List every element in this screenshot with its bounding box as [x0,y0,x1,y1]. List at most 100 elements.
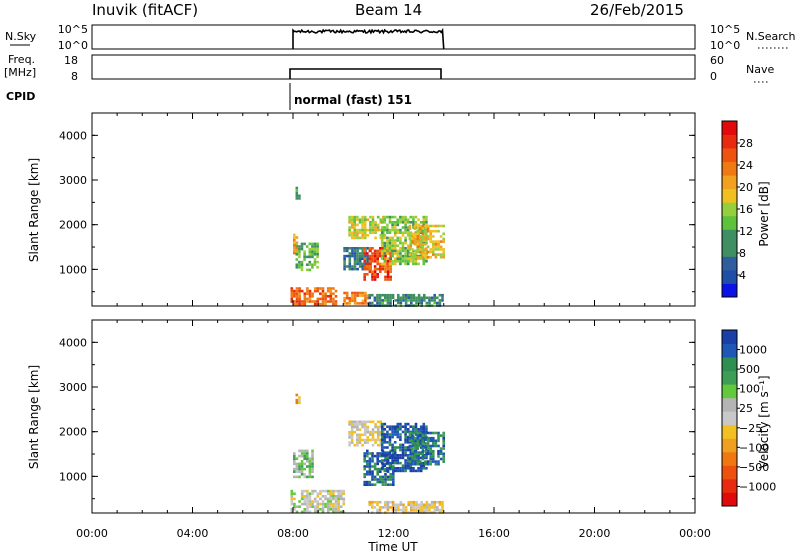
echo-cell [399,239,402,242]
echo-cell [424,232,427,236]
echo-cell [342,502,346,506]
freq-tick-bottom: 8 [71,70,78,83]
echo-cell [332,495,335,498]
echo-cell [396,236,400,240]
echo-cell [404,215,407,219]
echo-cell [379,228,383,232]
echo-cell [339,505,343,508]
echo-cell [366,465,369,468]
echo-cell [376,438,380,442]
echo-cell [391,260,394,263]
echo-cell [356,262,359,266]
echo-cell [295,191,299,195]
echo-cell [298,462,301,466]
echo-cell [363,454,366,458]
echo-cell [337,502,340,506]
echo-cell [422,221,426,224]
echo-cell [329,295,333,298]
echo-cell [300,289,304,293]
echo-cell [348,215,351,219]
echo-cell [293,295,296,298]
echo-cell [383,226,387,229]
echo-cell [376,228,380,232]
echo-cell [411,444,414,448]
echo-cell [311,467,314,471]
echo-cell [306,475,309,479]
echo-cell [350,425,354,429]
echo-cell [366,262,369,266]
echo-cell [391,223,394,227]
echo-cell [432,250,435,254]
echo-cell [416,462,419,466]
echo-cell [386,441,389,444]
echo-cell [406,249,410,253]
echo-cell [397,296,400,300]
echo-cell [401,226,405,229]
echo-cell [351,299,354,303]
echo-cell [442,455,445,458]
colorbar-tick-label: 25 [739,402,753,415]
echo-cell [303,292,307,295]
echo-cell [419,248,422,251]
echo-cell [391,430,394,434]
echo-cell [424,229,427,233]
echo-cell [384,500,387,504]
echo-cell [358,294,362,297]
echo-cell [376,223,380,227]
echo-cell [380,438,384,441]
echo-cell [386,215,389,219]
echo-cell [425,425,428,428]
echo-cell [329,508,333,511]
colorbar-tick-label: 16 [739,203,753,216]
echo-cell [295,263,299,266]
echo-cell [353,234,357,237]
echo-cell [356,420,359,424]
echo-cell [396,456,400,460]
echo-cell [392,475,395,479]
echo-cell [411,255,414,259]
echo-cell [379,270,382,273]
colorbar-swatch [722,134,737,149]
echo-cell [345,249,349,253]
echo-cell [379,478,382,481]
echo-cell [391,435,394,439]
echo-cell [420,506,423,509]
echo-cell [295,467,299,471]
echo-cell [393,469,397,473]
echo-cell [371,483,374,486]
echo-cell [345,254,349,258]
echo-cell [371,473,374,476]
echo-cell [393,262,397,266]
echo-cell [332,292,335,295]
echo-cell [348,218,351,221]
echo-cell [406,244,410,247]
echo-cell [409,464,413,467]
echo-cell [429,255,432,259]
echo-cell [425,500,429,504]
echo-cell [379,460,382,463]
echo-cell [410,503,413,507]
echo-cell [368,460,372,463]
echo-cell [432,431,435,435]
echo-cell [324,295,327,298]
echo-cell [442,431,445,435]
echo-cell [329,495,333,498]
echo-cell [311,462,314,466]
echo-cell [401,254,405,258]
echo-cell [368,296,371,300]
echo-cell [368,470,372,473]
echo-cell [437,449,440,453]
echo-cell [298,295,301,298]
echo-cell [356,423,359,426]
echo-cell [311,449,314,453]
colorbar-swatch [722,283,737,298]
echo-cell [397,506,400,509]
echo-cell [383,433,387,436]
echo-cell [373,483,377,486]
echo-cell [298,247,301,251]
echo-cell [410,296,413,300]
echo-cell [293,505,296,508]
echo-cell [311,475,314,479]
echo-cell [337,510,340,514]
echo-cell [379,467,382,471]
